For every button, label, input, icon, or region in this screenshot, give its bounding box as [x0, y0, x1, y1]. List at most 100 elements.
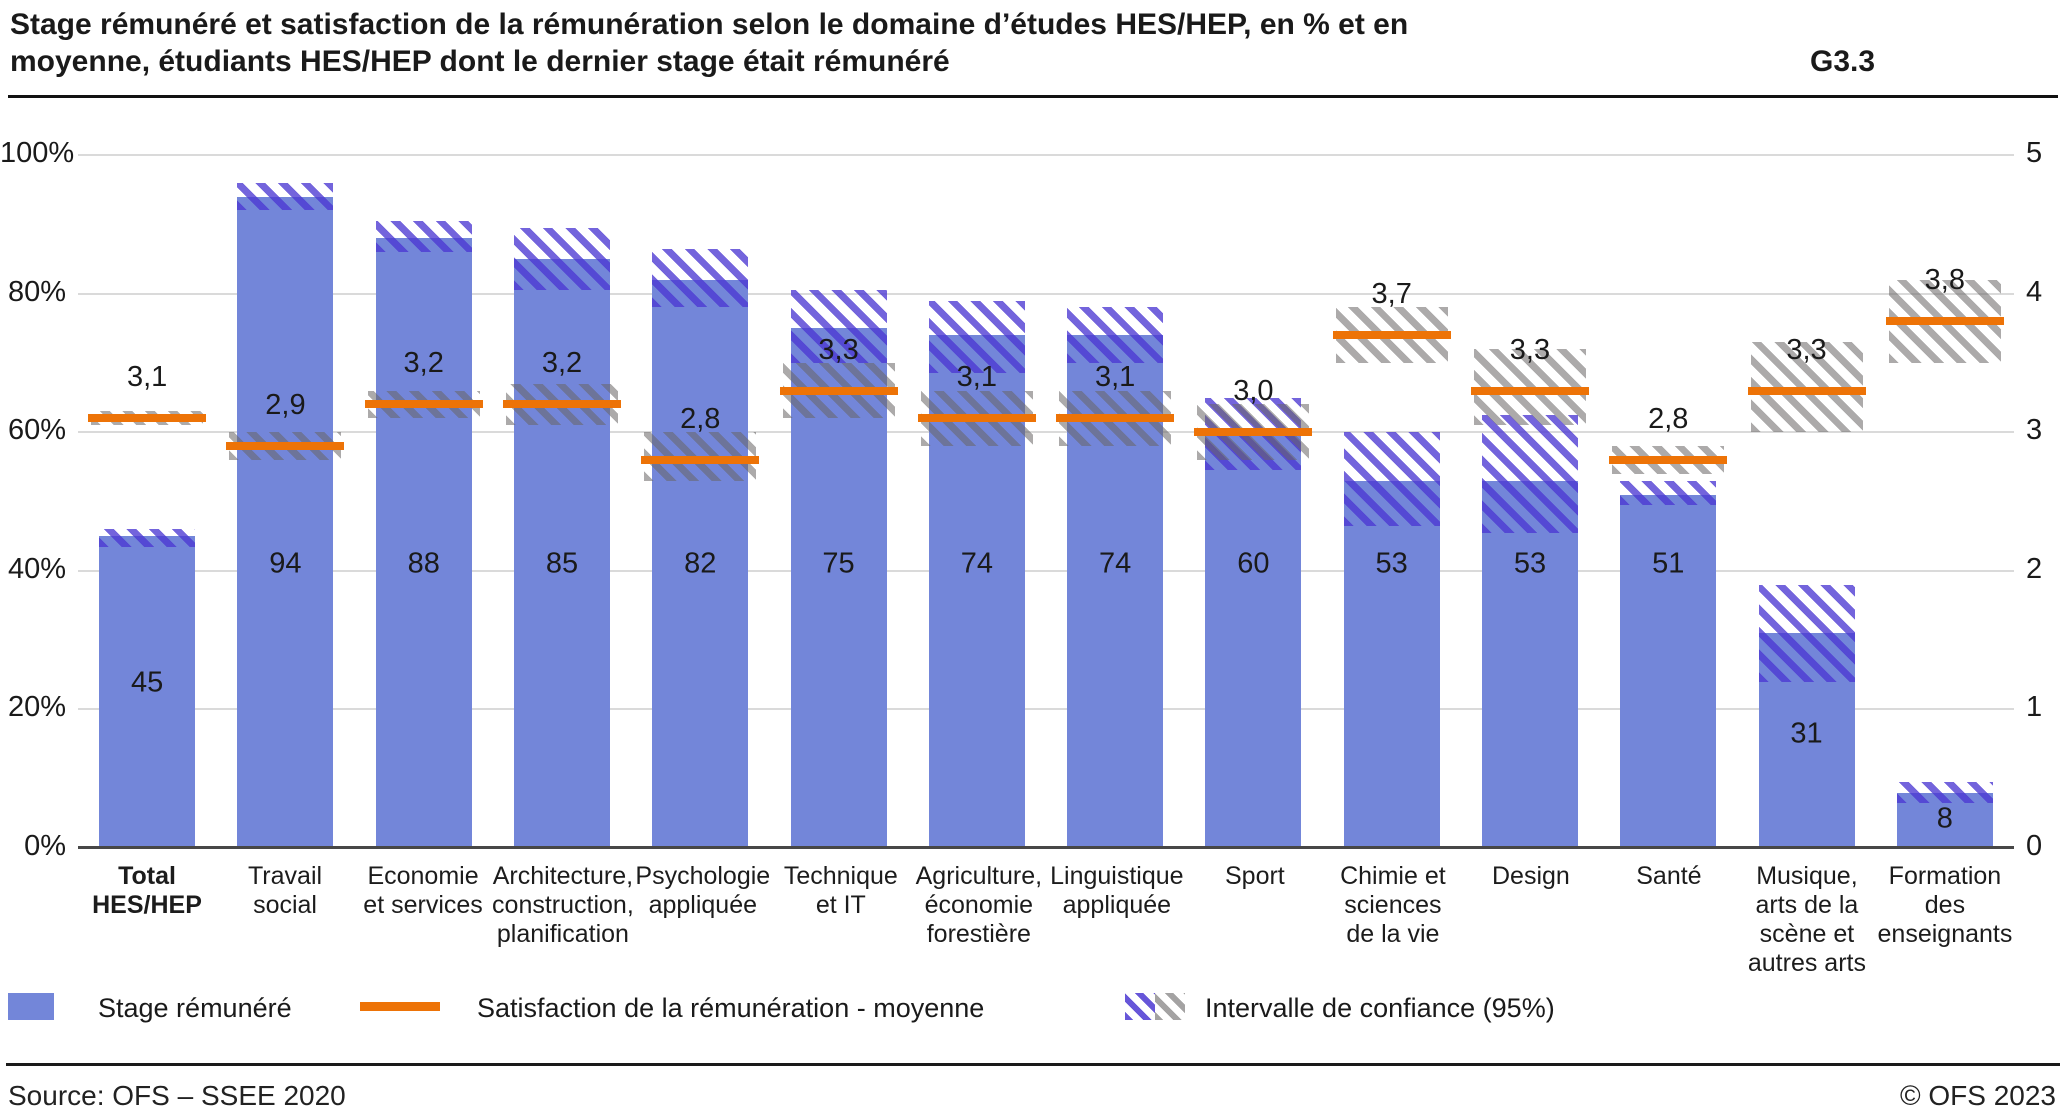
category-label-12: Musique, arts de la scène et autres arts: [1747, 862, 1866, 977]
bar-confidence-interval: [1620, 480, 1717, 505]
bar-slot-11: 51 2,8: [1599, 155, 1737, 848]
bar-slots: 45 3,1 94 2,9 88 3,2 85 3,2 82 2,8 75 3,3 74 3,1 74 3,1…: [78, 155, 2014, 848]
gridline-80: [78, 292, 2014, 295]
bar-value-label: 8: [1936, 802, 1953, 835]
legend-ci-label: Intervalle de confiance (95%): [1205, 993, 1555, 1023]
bar-paid-internship: [513, 258, 610, 848]
satisfaction-value-label: 3,1: [1094, 361, 1136, 394]
graphic-code: G3.3: [1810, 45, 1876, 78]
bar-value-label: 82: [684, 547, 717, 580]
satisfaction-mean-line: [641, 455, 760, 464]
bar-value-label: 85: [545, 547, 579, 580]
bar-value-label: 53: [1375, 547, 1408, 580]
satisfaction-value-label: 2,8: [680, 402, 721, 435]
category-label-10: Design: [1491, 862, 1570, 890]
legend-ci-swatch: [1125, 993, 1185, 1020]
right-tick-0: 0: [2026, 830, 2043, 862]
bar-paid-internship: [237, 196, 334, 848]
category-label-4: Psychologie appliquée: [635, 862, 771, 919]
bar-paid-internship: [1205, 432, 1302, 848]
bar-slot-6: 74 3,1: [908, 155, 1046, 848]
bar-value-label: 60: [1237, 547, 1270, 580]
legend-line-label: Satisfaction de la rémunération - moyenn…: [477, 993, 985, 1023]
satisfaction-value-label: 2,8: [1648, 402, 1689, 435]
bar-value-label: 45: [131, 666, 164, 699]
satisfaction-mean-line: [1609, 455, 1728, 464]
bar-slot-5: 75 3,3: [769, 155, 907, 848]
bar-value-label: 74: [1098, 547, 1132, 580]
bar-value-label: 51: [1652, 547, 1685, 580]
satisfaction-value-label: 3,3: [1786, 333, 1827, 366]
bar-paid-internship: [1343, 480, 1440, 848]
category-label-0: Total HES/HEP: [92, 862, 202, 919]
satisfaction-value-label: 2,9: [265, 389, 306, 422]
satisfaction-mean-line: [502, 400, 621, 409]
bar-confidence-interval: [1067, 307, 1164, 363]
satisfaction-mean-line: [88, 414, 207, 423]
legend-line-swatch: [360, 1002, 440, 1011]
right-tick-2: 2: [2026, 552, 2043, 585]
title-row: Stage rémunéré et satisfaction de la rém…: [10, 6, 2056, 80]
bar-slot-7: 74 3,1: [1046, 155, 1184, 848]
bar-slot-3: 85 3,2: [493, 155, 631, 848]
bar-slot-1: 94 2,9: [216, 155, 354, 848]
page-title: Stage rémunéré et satisfaction de la rém…: [10, 8, 1409, 78]
legend-bar-swatch: [8, 993, 54, 1020]
gridline-100: [78, 154, 2014, 156]
bar-slot-8: 60 3,0: [1184, 155, 1322, 848]
satisfaction-mean-line: [1194, 428, 1313, 437]
legend: Stage rémunéré Satisfaction de la rémuné…: [0, 985, 2066, 1035]
satisfaction-value-label: 3,8: [1924, 264, 1965, 297]
category-label-2: Economie et services: [363, 862, 483, 919]
satisfaction-mean-line: [1747, 386, 1866, 395]
bar-confidence-interval: [375, 220, 472, 253]
bar-confidence-interval: [237, 182, 334, 211]
category-label-6: Agriculture, économie forestière: [915, 862, 1043, 948]
category-label-5: Technique et IT: [783, 862, 898, 919]
category-label-8: Sport: [1224, 862, 1285, 890]
right-tick-1: 1: [2026, 691, 2043, 724]
category-label-11: Santé: [1636, 862, 1702, 890]
bar-confidence-interval: [1758, 584, 1855, 682]
gridline-40: [78, 569, 2014, 572]
satisfaction-value-label: 3,2: [541, 347, 583, 380]
right-tick-5: 5: [2026, 137, 2043, 169]
title-divider: [8, 95, 2058, 98]
gridline-60: [78, 431, 2014, 434]
bar-confidence-interval: [1896, 782, 1993, 803]
satisfaction-mean-line: [917, 414, 1036, 423]
satisfaction-value-label: 3,1: [956, 361, 997, 394]
bar-slot-4: 82 2,8: [631, 155, 769, 848]
bar-paid-internship: [1620, 494, 1717, 848]
satisfaction-mean-line: [226, 442, 345, 451]
category-label-1: Travail social: [247, 862, 323, 919]
bar-confidence-interval: [99, 529, 196, 547]
category-label-13: Formation des enseignants: [1877, 862, 2013, 948]
copyright-text: © OFS 2023: [1899, 1080, 2056, 1111]
bar-confidence-interval: [1343, 432, 1440, 526]
bar-value-label: 94: [269, 547, 302, 580]
bar-confidence-interval: [790, 290, 887, 363]
satisfaction-value-label: 3,1: [126, 361, 168, 394]
bar-paid-internship: [375, 238, 472, 848]
left-tick-100: 100%: [0, 137, 75, 169]
bar-value-label: 75: [822, 547, 855, 580]
legend-ci-swatch-gray: [1155, 993, 1185, 1020]
bar-confidence-interval: [1481, 414, 1578, 533]
x-axis-labels: Total HES/HEP Travail social Economie et s…: [78, 862, 2014, 978]
bar-confidence-interval: [652, 248, 749, 308]
bar-value-label: 88: [407, 547, 440, 580]
bar-slot-0: 45 3,1: [78, 155, 216, 848]
footer-divider: [6, 1063, 2060, 1066]
right-tick-4: 4: [2026, 275, 2043, 308]
source-text: Source: OFS – SSEE 2020: [8, 1080, 346, 1111]
bar-slot-9: 53 3,7: [1323, 155, 1461, 848]
left-tick-20: 20%: [7, 691, 66, 724]
bar-slot-10: 53 3,3: [1461, 155, 1599, 848]
satisfaction-mean-line: [364, 400, 483, 409]
right-tick-3: 3: [2026, 414, 2043, 447]
category-label-3: Architecture, construction, planificatio…: [492, 862, 634, 948]
bar-confidence-interval: [928, 300, 1025, 374]
